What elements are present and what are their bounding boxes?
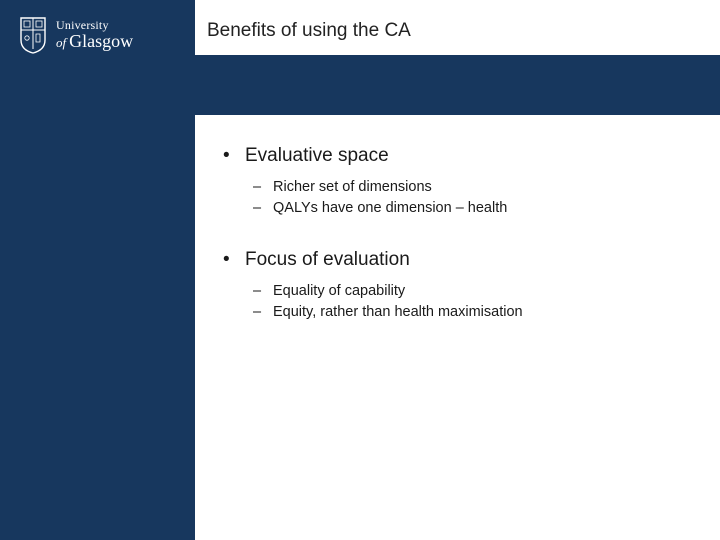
sub-bullet-item: – Richer set of dimensions: [253, 177, 700, 198]
dash-marker: –: [253, 177, 273, 198]
dash-marker: –: [253, 198, 273, 219]
bullet-marker: •: [223, 145, 245, 167]
sub-bullet-list: – Richer set of dimensions – QALYs have …: [253, 177, 700, 219]
title-area: Benefits of using the CA: [195, 0, 720, 55]
sub-bullet-text: Equality of capability: [273, 281, 405, 302]
bullet-text: Focus of evaluation: [245, 249, 410, 271]
logo-line-2: ofGlasgow: [56, 32, 133, 51]
sub-bullet-list: – Equality of capability – Equity, rathe…: [253, 281, 700, 323]
university-logo: University ofGlasgow: [18, 16, 133, 54]
logo-text: University ofGlasgow: [56, 19, 133, 51]
bullet-item: • Evaluative space: [223, 145, 700, 167]
sub-bullet-text: Richer set of dimensions: [273, 177, 432, 198]
crest-icon: [18, 16, 48, 54]
logo-line-1: University: [56, 19, 133, 32]
sub-bullet-item: – Equality of capability: [253, 281, 700, 302]
bullet-item: • Focus of evaluation: [223, 249, 700, 271]
sub-bullet-text: Equity, rather than health maximisation: [273, 302, 523, 323]
content-panel: • Evaluative space – Richer set of dimen…: [195, 115, 720, 540]
bullet-marker: •: [223, 249, 245, 271]
sub-bullet-text: QALYs have one dimension – health: [273, 198, 507, 219]
left-sidebar-band: [0, 0, 195, 540]
sub-bullet-item: – QALYs have one dimension – health: [253, 198, 700, 219]
slide-title: Benefits of using the CA: [207, 20, 720, 42]
dash-marker: –: [253, 302, 273, 323]
navy-strip: [195, 59, 720, 115]
bullet-text: Evaluative space: [245, 145, 389, 167]
sub-bullet-item: – Equity, rather than health maximisatio…: [253, 302, 700, 323]
dash-marker: –: [253, 281, 273, 302]
